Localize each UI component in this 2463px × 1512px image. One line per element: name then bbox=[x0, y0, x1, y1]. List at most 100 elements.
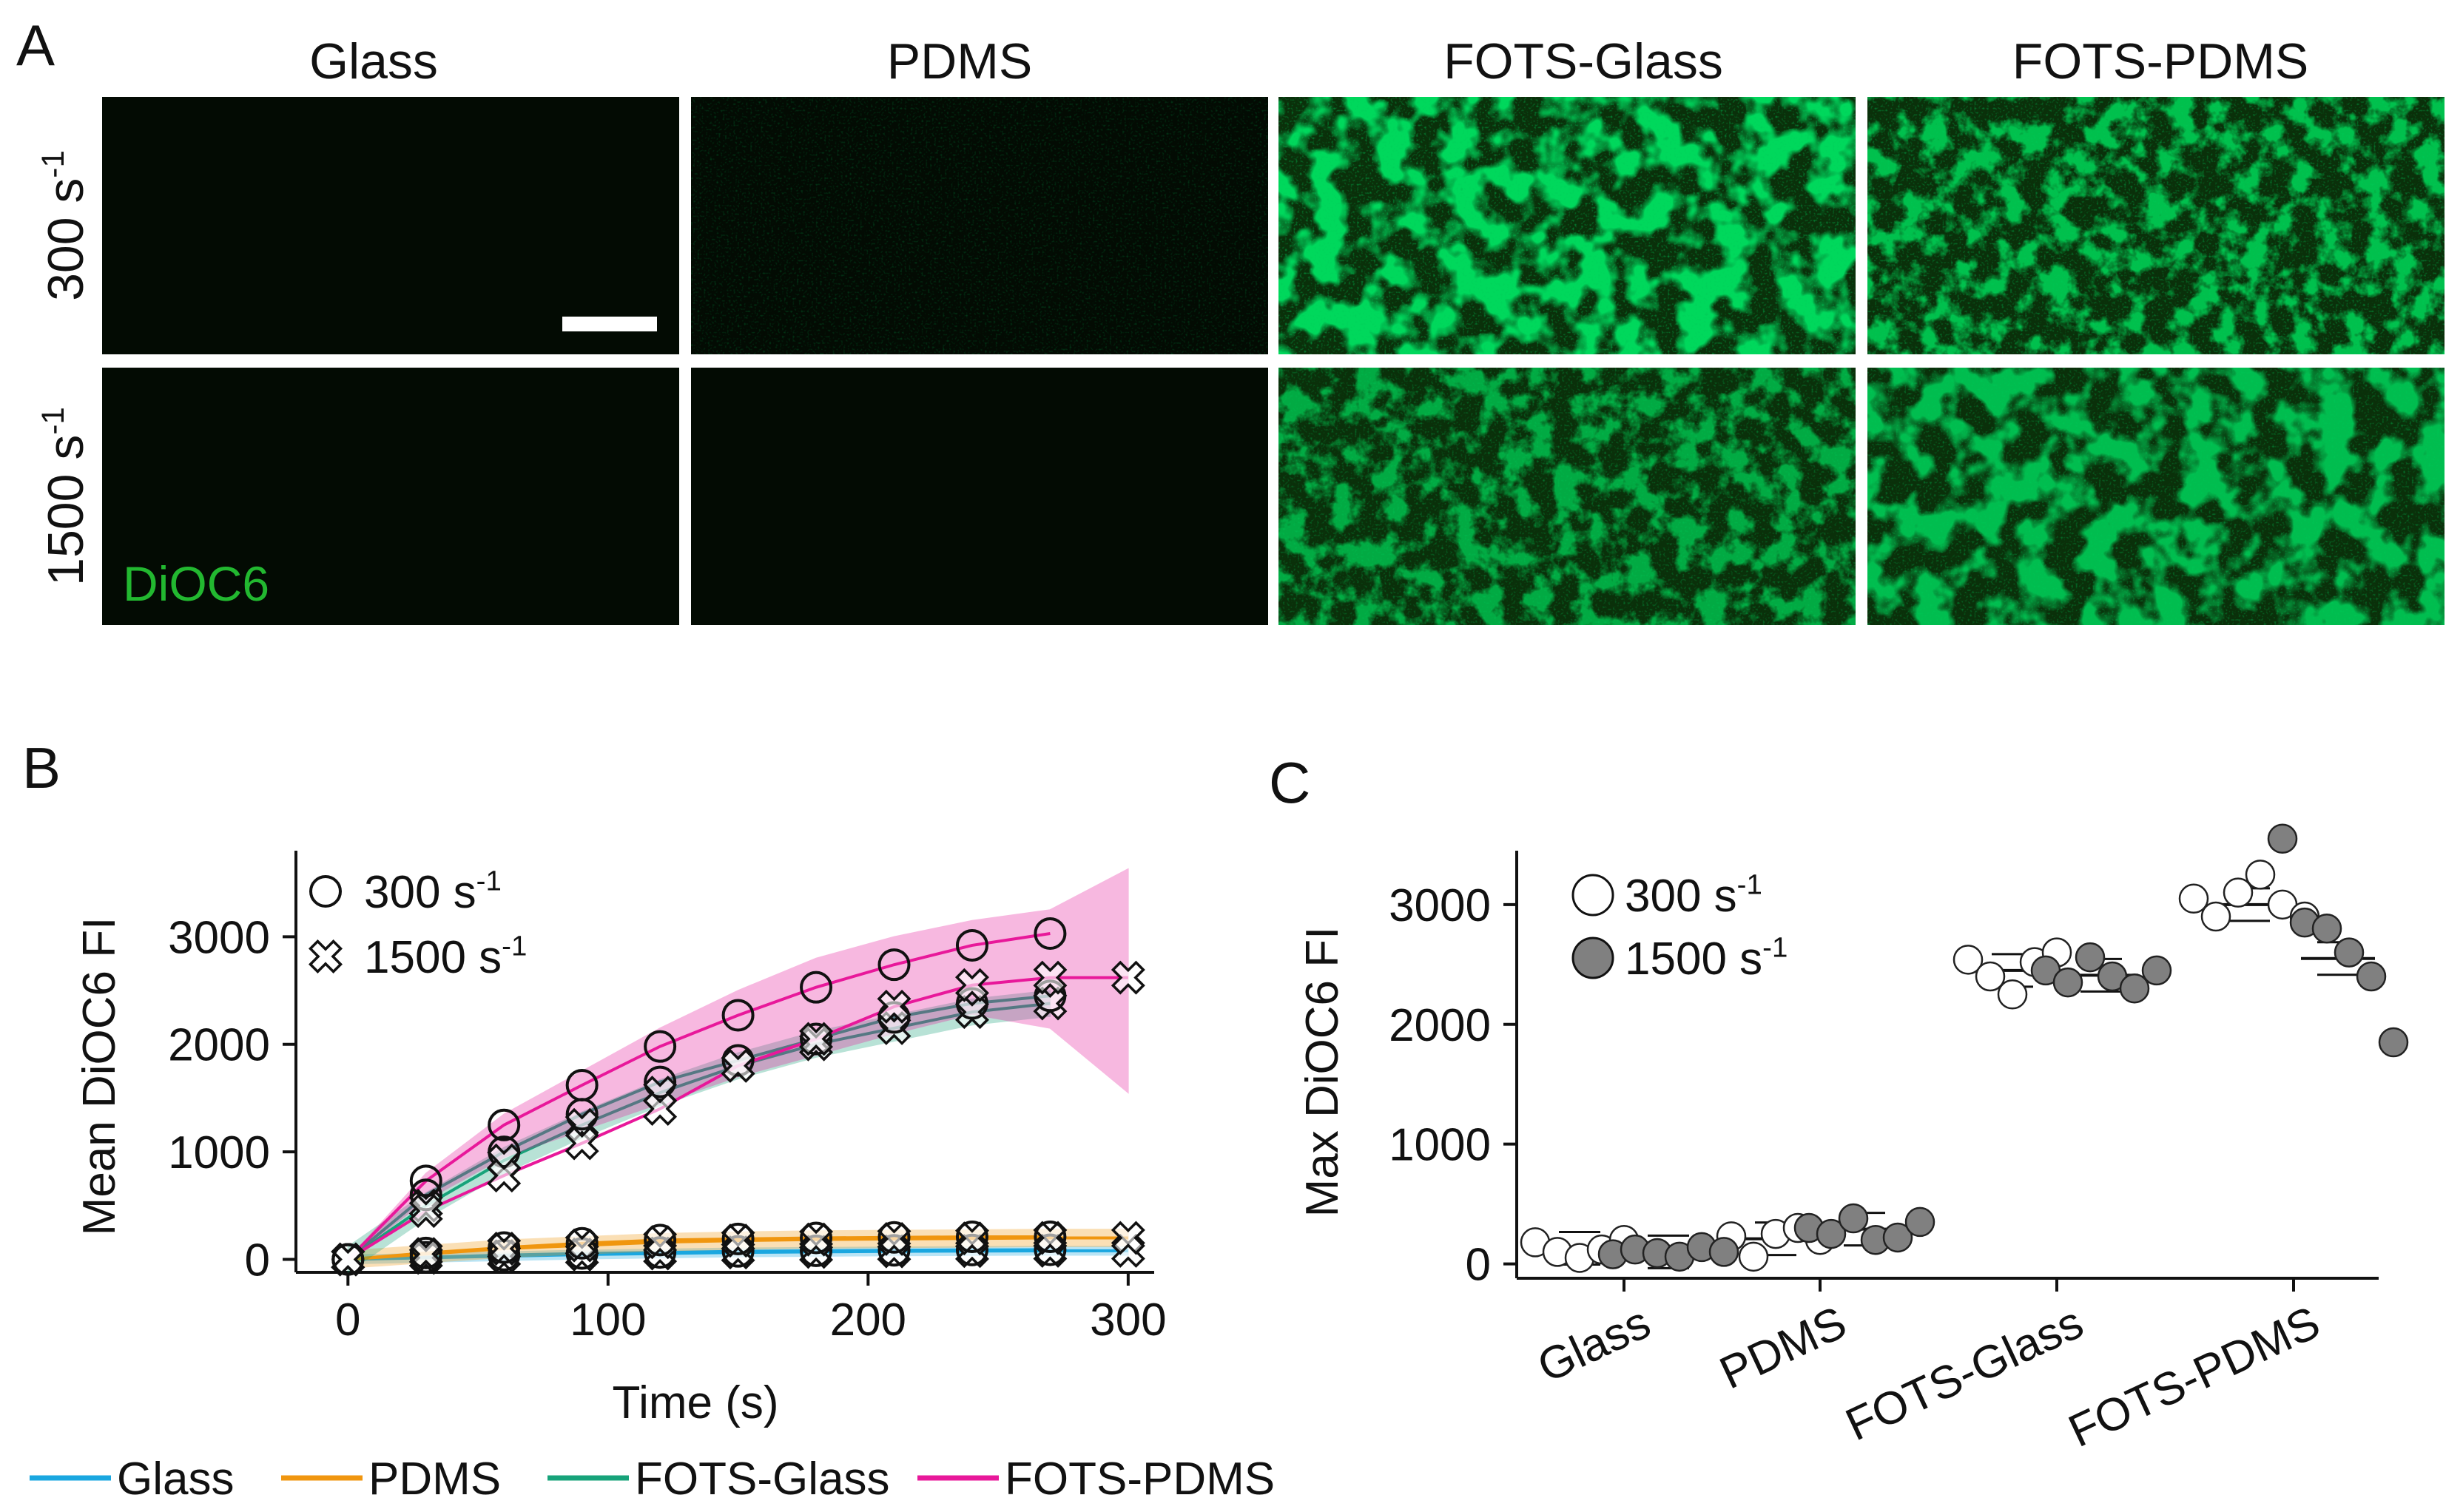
stain-label: DiOC6 bbox=[123, 556, 269, 611]
point-1-3-5 bbox=[2378, 1027, 2409, 1058]
y-axis-label: Mean DiOC6 FI bbox=[74, 917, 125, 1236]
marker-1500-FOTS-PDMS-9 bbox=[1033, 960, 1068, 995]
marker-300-PDMS-9 bbox=[1034, 1221, 1067, 1254]
micrograph-noise-0-3 bbox=[1867, 97, 2445, 354]
legend-text-0: 300 s-1 bbox=[1625, 868, 1762, 922]
marker-300-FOTS-PDMS-6 bbox=[800, 971, 833, 1004]
x-tick-label-0: 0 bbox=[335, 1295, 360, 1346]
row-label-1: 1500 s-1 bbox=[36, 407, 94, 586]
marker-300-FOTS-PDMS-1 bbox=[409, 1164, 442, 1198]
marker-1500-FOTS-PDMS-6 bbox=[799, 1022, 834, 1056]
point-1-1-5 bbox=[1904, 1206, 1935, 1238]
y-tick-label-0: 0 bbox=[245, 1235, 270, 1286]
point-0-1-1 bbox=[1738, 1241, 1769, 1272]
legend-label-2: FOTS-Glass bbox=[635, 1454, 889, 1505]
marker-300-PDMS-8 bbox=[955, 1221, 988, 1254]
panel-a-micrographs: Glass PDMS FOTS-Glass FOTS-PDMS 300 s-1 1500 … bbox=[36, 33, 2445, 625]
column-header-1: PDMS bbox=[887, 33, 1032, 90]
panel-label-a: A bbox=[16, 13, 55, 78]
column-header-3: FOTS-PDMS bbox=[2012, 33, 2308, 90]
x-tick-label-0: Glass bbox=[1530, 1297, 1658, 1393]
point-0-3-0 bbox=[2178, 883, 2209, 914]
point-1-3-3 bbox=[2334, 937, 2365, 968]
marker-300-FOTS-PDMS-0 bbox=[331, 1243, 365, 1276]
marker-300-FOTS-PDMS-4 bbox=[644, 1030, 677, 1063]
marker-300-PDMS-4 bbox=[644, 1224, 677, 1257]
marker-300-FOTS-PDMS-3 bbox=[565, 1068, 599, 1101]
column-header-0: Glass bbox=[309, 33, 438, 90]
marker-1500-PDMS-10 bbox=[1111, 1221, 1145, 1255]
bottom-legend: Glass PDMS FOTS-Glass FOTS-PDMS bbox=[30, 1454, 1275, 1505]
panel-label-b: B bbox=[22, 735, 61, 800]
marker-300-FOTS-PDMS-5 bbox=[721, 999, 755, 1032]
x-tick-label-2: FOTS-Glass bbox=[1839, 1297, 2091, 1451]
line-1500-FOTS-Glass bbox=[347, 1002, 1051, 1261]
marker-300-FOTS-PDMS-2 bbox=[488, 1108, 521, 1141]
point-0-3-3 bbox=[2245, 860, 2276, 890]
point-0-3-1 bbox=[2200, 901, 2231, 932]
point-1-1-1 bbox=[1816, 1218, 1847, 1249]
point-1-2-2 bbox=[2075, 942, 2106, 973]
legend-text-1: 1500 s-1 bbox=[1625, 931, 1788, 985]
x-tick-label-100: 100 bbox=[570, 1295, 646, 1346]
marker-1500-FOTS-PDMS-0 bbox=[331, 1242, 365, 1277]
row-label-text-1: 1500 s-1 bbox=[36, 407, 94, 586]
marker-300-FOTS-Glass-6 bbox=[800, 1022, 833, 1056]
point-1-3-4 bbox=[2356, 961, 2387, 992]
point-1-3-2 bbox=[2311, 913, 2342, 944]
micrograph-noise-1-3 bbox=[1867, 368, 2445, 625]
marker-300-PDMS-6 bbox=[800, 1221, 833, 1255]
marker-300-PDMS-1 bbox=[409, 1236, 442, 1269]
legend-label-1: PDMS bbox=[368, 1454, 501, 1505]
y-tick-label-1000: 1000 bbox=[1389, 1120, 1491, 1171]
micrograph-noise-1-2 bbox=[1278, 368, 1856, 625]
point-1-2-1 bbox=[2052, 967, 2083, 998]
point-0-2-1 bbox=[1975, 961, 2006, 992]
y-axis-label: Max DiOC6 FI bbox=[1297, 927, 1348, 1218]
point-0-3-2 bbox=[2223, 877, 2254, 908]
marker-300-PDMS-3 bbox=[565, 1226, 599, 1260]
panel-c-max-fi-chart: 0 1000 2000 3000 Glass PDMSFOTS-GlassFOTS-PDM… bbox=[1297, 823, 2409, 1457]
marker-1500-FOTS-PDMS-8 bbox=[954, 968, 989, 1002]
y-tick-label-3000: 3000 bbox=[1389, 880, 1491, 931]
panel-label-c: C bbox=[1269, 750, 1310, 815]
line-300-FOTS-PDMS bbox=[346, 931, 1051, 1260]
legend-marker-0 bbox=[1571, 874, 1614, 917]
x-axis-label: Time (s) bbox=[613, 1377, 779, 1428]
micrograph-1-1 bbox=[691, 368, 1268, 625]
x-tick-label-1: PDMS bbox=[1712, 1297, 1854, 1399]
scale-bar bbox=[562, 317, 657, 331]
legend-text-0: 300 s-1 bbox=[364, 865, 502, 918]
marker-1500-FOTS-PDMS-7 bbox=[877, 989, 912, 1024]
legend-label-3: FOTS-PDMS bbox=[1005, 1454, 1275, 1505]
y-tick-label-0: 0 bbox=[1466, 1240, 1491, 1291]
legend-marker-1 bbox=[1571, 936, 1614, 979]
marker-300-FOTS-PDMS-8 bbox=[955, 928, 988, 962]
micrograph-0-0 bbox=[102, 97, 679, 354]
point-1-3-0 bbox=[2267, 823, 2298, 854]
point-0-2-2 bbox=[1997, 979, 2028, 1010]
marker-1500-FOTS-PDMS-3 bbox=[565, 1126, 599, 1161]
y-tick-label-3000: 3000 bbox=[168, 912, 270, 963]
x-tick-label-3: FOTS-PDMS bbox=[2061, 1297, 2328, 1457]
marker-300-FOTS-PDMS-7 bbox=[877, 948, 911, 982]
micrograph-noise-0-2 bbox=[1278, 97, 1856, 354]
marker-1500-FOTS-PDMS-4 bbox=[643, 1091, 678, 1126]
x-tick-label-300: 300 bbox=[1090, 1295, 1166, 1346]
line-300-FOTS-Glass bbox=[347, 994, 1051, 1261]
marker-1500-FOTS-PDMS-5 bbox=[721, 1048, 755, 1083]
micrograph-1-0 bbox=[102, 368, 679, 625]
marker-300-FOTS-Glass-4 bbox=[644, 1065, 677, 1098]
marker-300-PDMS-2 bbox=[488, 1231, 521, 1264]
y-tick-label-2000: 2000 bbox=[1389, 1000, 1491, 1051]
point-1-2-5 bbox=[2141, 955, 2172, 986]
x-tick-label-200: 200 bbox=[830, 1295, 906, 1346]
marker-300-PDMS-7 bbox=[877, 1221, 911, 1254]
row-label-0: 300 s-1 bbox=[36, 150, 94, 301]
y-tick-label-1000: 1000 bbox=[168, 1127, 270, 1178]
y-tick-label-2000: 2000 bbox=[168, 1020, 270, 1071]
column-header-2: FOTS-Glass bbox=[1443, 33, 1723, 90]
micrograph-noise-0-1 bbox=[691, 97, 1268, 354]
